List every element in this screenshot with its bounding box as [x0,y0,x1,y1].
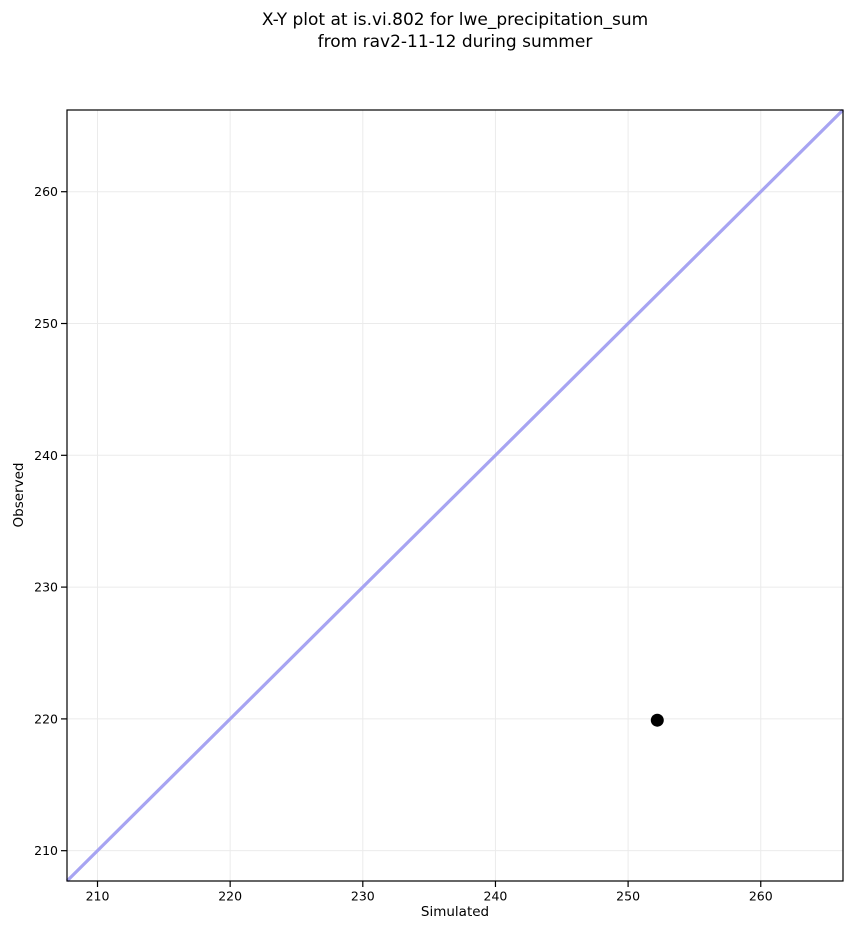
y-tick-label: 220 [34,711,58,726]
y-tick-label: 240 [34,448,58,463]
x-tick-label: 250 [616,889,640,904]
axes-frame [66,109,844,882]
identity-line [65,108,845,883]
x-tick-label: 260 [749,889,773,904]
chart-title-line1: X-Y plot at is.vi.802 for lwe_precipitat… [261,10,649,30]
x-axis-label: Simulated [420,904,490,920]
chart-title-line2: from rav2-11-12 during summer [317,31,593,52]
x-tick-label: 240 [484,889,508,904]
x-tick-label: 230 [351,889,375,904]
y-tick-label: 260 [34,184,58,199]
x-tick-label: 210 [86,889,110,904]
y-tick-label: 210 [34,843,58,858]
x-tick-label: 220 [218,889,242,904]
y-tick-label: 250 [34,316,58,331]
y-tick-label: 230 [34,580,58,595]
chart-title: X-Y plot at is.vi.802 for lwe_precipitat… [67,10,843,53]
y-axis-label: Observed [11,462,27,528]
scatter-point [650,713,664,727]
